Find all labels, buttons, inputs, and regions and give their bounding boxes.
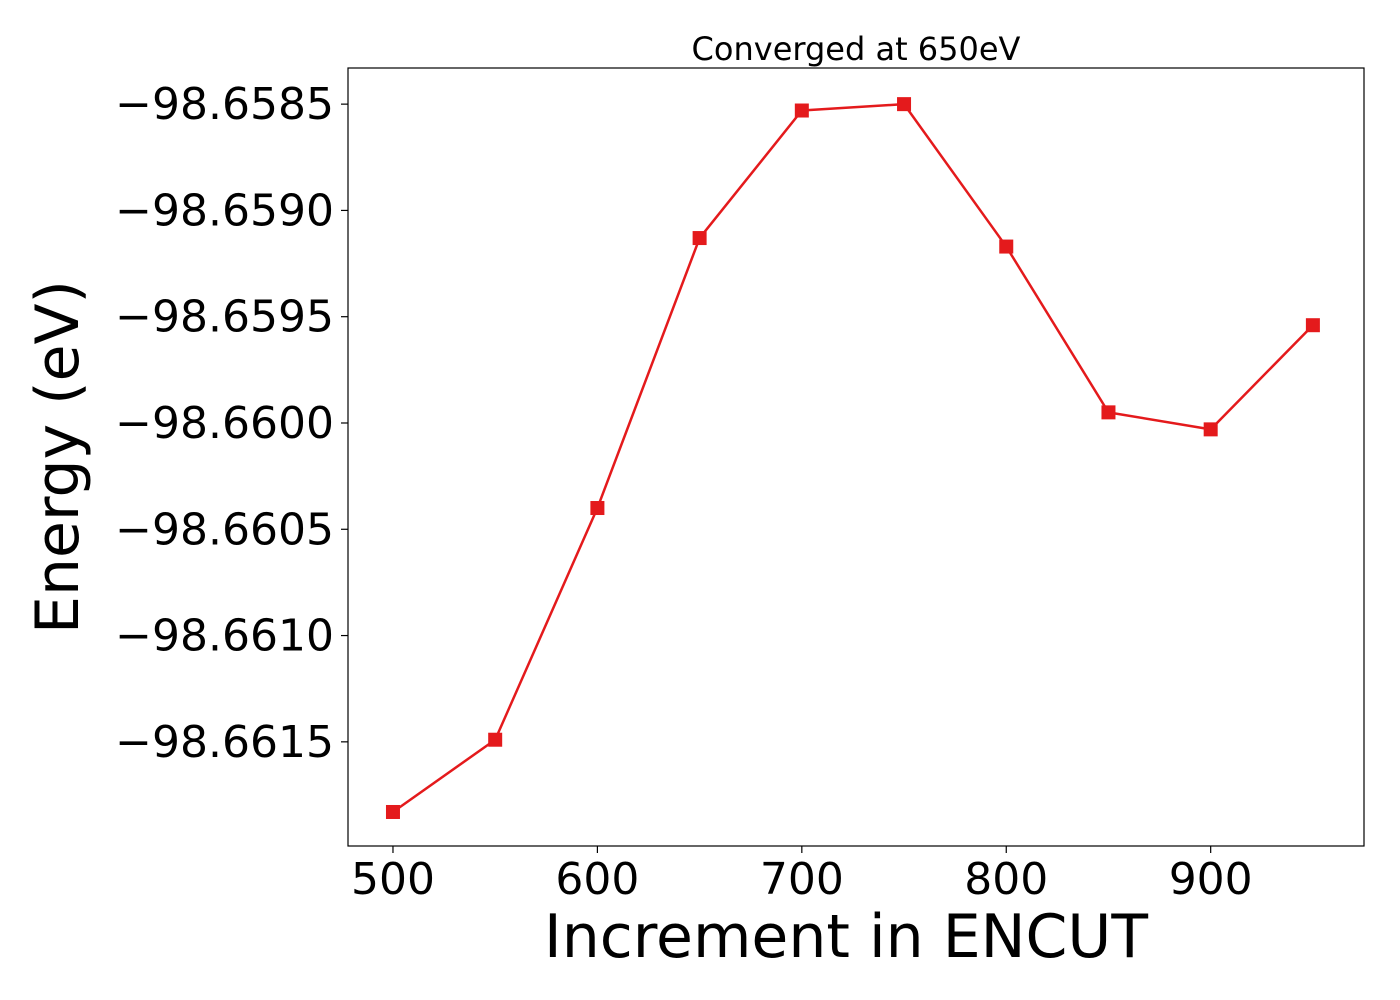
x-tick-label: 700: [760, 854, 844, 905]
data-point-marker: [1203, 422, 1218, 437]
y-tick-label: −98.6605: [115, 504, 334, 555]
plot-frame: [347, 67, 1365, 847]
data-point-marker: [1305, 318, 1320, 333]
series-line: [392, 102, 1314, 814]
x-tick-label: 600: [555, 854, 639, 905]
series-group: [385, 97, 1320, 819]
data-point-marker: [897, 97, 912, 112]
x-tick-label: 500: [351, 854, 435, 905]
data-point-marker: [794, 103, 809, 118]
chart-title: Converged at 650eV: [692, 30, 1021, 68]
data-point-marker: [999, 239, 1014, 254]
x-tick-label: 800: [964, 854, 1048, 905]
y-tick-label: −98.6600: [115, 398, 334, 449]
y-tick-label: −98.6585: [115, 79, 334, 130]
x-tick-label: 900: [1169, 854, 1253, 905]
data-point-marker: [1101, 405, 1116, 420]
y-axis-title: Energy (eV): [23, 280, 93, 634]
data-point-marker: [488, 732, 503, 747]
x-axis-title: Increment in ENCUT: [544, 902, 1148, 972]
y-tick-label: −98.6610: [115, 611, 334, 662]
y-tick-label: −98.6595: [115, 292, 334, 343]
data-point-marker: [692, 231, 707, 246]
y-tick-label: −98.6590: [115, 185, 334, 236]
data-point-marker: [590, 501, 605, 516]
y-axis-ticks: −98.6615 −98.6610 −98.6605 −98.6600 −98.6595…: [115, 79, 348, 768]
data-point-marker: [385, 804, 400, 819]
x-axis-ticks: 500 600 700 800 900: [351, 846, 1253, 905]
plot-area-border: [347, 67, 1365, 847]
y-tick-label: −98.6615: [115, 717, 334, 768]
